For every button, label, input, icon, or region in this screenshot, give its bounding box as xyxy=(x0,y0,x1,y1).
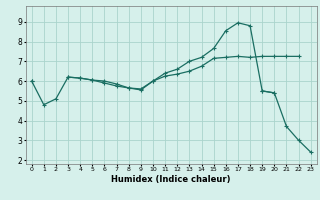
X-axis label: Humidex (Indice chaleur): Humidex (Indice chaleur) xyxy=(111,175,231,184)
